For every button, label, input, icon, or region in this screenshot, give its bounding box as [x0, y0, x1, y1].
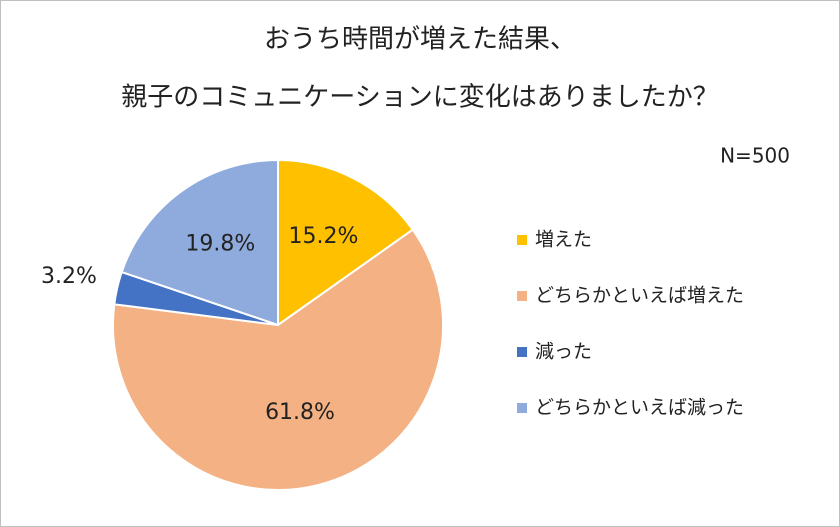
legend-label: どちらかといえば増えた — [535, 285, 744, 307]
data-label: 61.8% — [265, 400, 335, 425]
legend-label: 増えた — [535, 229, 592, 251]
chart-title: おうち時間が増えた結果、 — [264, 25, 576, 55]
legend-marker — [517, 291, 527, 301]
legend-label: 減った — [535, 341, 592, 363]
pie-slice — [120, 158, 279, 327]
legend-label: どちらかといえば減った — [535, 397, 744, 419]
annotation: N=500 — [720, 144, 790, 168]
data-label: 3.2% — [41, 264, 97, 289]
legend-marker — [517, 235, 527, 245]
legend-marker — [517, 403, 527, 413]
data-label: 19.8% — [185, 232, 255, 257]
chart-title: 親子のコミュニケーションに変化はありましたか？ — [121, 83, 718, 113]
legend-marker — [517, 347, 527, 357]
data-label: 15.2% — [289, 224, 359, 249]
pie-slice — [112, 228, 444, 491]
pie-slice — [277, 158, 415, 327]
